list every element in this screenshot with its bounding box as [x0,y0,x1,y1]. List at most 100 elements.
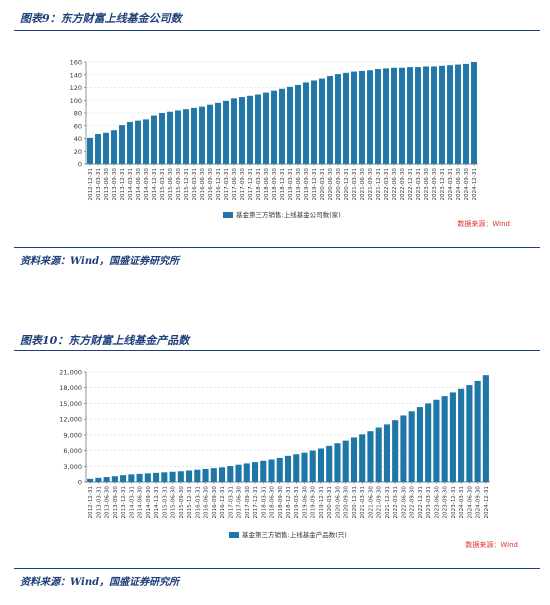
bar [127,121,133,164]
x-tick-label: 2024-12-31 [472,168,478,201]
y-tick-label: 12,000 [59,416,82,424]
x-tick-label: 2013-12-31 [120,168,126,201]
y-tick-label: 60 [74,122,82,130]
bar [143,119,149,164]
bar [199,106,205,164]
bar [471,62,477,164]
x-tick-label: 2024-06-30 [456,168,462,201]
bar [284,455,292,482]
x-tick-label: 2022-03-31 [384,168,390,201]
x-tick-label: 2013-03-31 [96,168,102,201]
x-tick-label: 2017-03-31 [224,168,230,201]
x-tick-label: 2021-06-30 [368,486,374,519]
figure-9-source: 资料来源：Wind，国盛证券研究所 [20,256,180,267]
x-tick-label: 2017-12-31 [253,486,259,519]
bar [482,375,489,482]
x-tick-label: 2019-12-31 [312,168,318,201]
bar [103,477,110,482]
x-tick-label: 2021-12-31 [385,486,391,519]
x-tick-label: 2012-12-31 [88,486,94,519]
bar [119,125,125,164]
bar [87,137,93,164]
x-tick-label: 2020-06-30 [335,486,341,519]
bar [343,72,349,164]
x-tick-label: 2015-12-31 [184,168,190,201]
x-tick-label: 2023-09-30 [443,486,449,519]
x-tick-label: 2024-09-30 [464,168,470,201]
bar [423,66,429,164]
bar [342,440,349,482]
x-tick-label: 2014-03-31 [129,486,135,519]
x-tick-label: 2015-03-31 [160,168,166,201]
bar [191,107,197,164]
x-tick-label: 2020-09-30 [336,168,342,201]
bar [425,403,432,482]
bar [375,427,382,482]
bar [367,70,373,164]
x-tick-label: 2022-06-30 [401,486,407,519]
bar [455,64,461,164]
x-tick-label: 2017-12-31 [248,168,254,201]
bar [458,388,465,482]
x-tick-label: 2015-09-30 [176,168,182,201]
x-tick-label: 2020-06-30 [328,168,334,201]
x-tick-label: 2015-06-30 [171,486,177,519]
x-tick-label: 2017-09-30 [240,168,246,201]
y-tick-label: 80 [74,110,82,118]
bar [474,380,481,482]
bar [95,134,101,164]
bar [359,434,366,482]
figure-9-top-rule [14,30,540,31]
x-tick-label: 2019-09-30 [304,168,310,201]
bar [194,469,201,482]
bar [439,65,445,164]
bar [263,92,269,164]
bar [136,473,143,482]
x-tick-label: 2023-09-30 [432,168,438,201]
bar [279,88,285,164]
y-tick-label: 9,000 [63,431,82,439]
bar [255,94,261,164]
x-tick-label: 2013-06-30 [104,168,110,201]
bar [311,80,317,164]
x-tick-label: 2016-06-30 [204,486,210,519]
bar [317,448,325,482]
x-tick-label: 2016-09-30 [208,168,214,201]
chart-fund-products: 0 3,000 6,000 9,000 12,000 15,000 18,000 21,000… [59,369,518,550]
bar [309,450,316,482]
x-tick-label: 2023-06-30 [434,486,440,519]
bar [351,71,357,164]
x-tick-label: 2013-12-31 [121,486,127,519]
x-tick-label: 2018-12-31 [280,168,286,201]
x-tick-label: 2022-12-31 [418,486,424,519]
x-tick-label: 2019-03-31 [288,168,294,201]
bar [135,120,141,164]
x-tick-label: 2023-06-30 [424,168,430,201]
x-tick-label: 2023-03-31 [416,168,422,201]
bar [218,467,226,482]
x-tick-label: 2014-09-30 [146,486,152,519]
x-tick-label: 2019-06-30 [302,486,308,519]
x-tick-label: 2020-12-31 [344,168,350,201]
x-tick-label: 2015-06-30 [168,168,174,201]
x-tick-label: 2014-12-31 [152,168,158,201]
bar [359,70,365,164]
x-tick-label: 2018-03-31 [256,168,262,201]
y-tick-label: 21,000 [59,369,82,377]
x-tick-label: 2018-06-30 [270,486,276,519]
y-tick-label: 140 [70,71,82,79]
x-tick-label: 2024-06-30 [467,486,473,519]
bar [400,415,407,482]
x-tick-label: 2024-03-31 [448,168,454,201]
bar [399,67,405,164]
x-tick-label: 2017-06-30 [232,168,238,201]
x-tick-label: 2021-09-30 [377,486,383,519]
chart-source-note: 数据来源：Wind [457,219,510,228]
legend-label: 基金第三方销售:上线基金公司数(家) [236,210,341,219]
bar [151,115,157,164]
x-tick-label: 2022-09-30 [410,486,416,519]
x-tick-label: 2022-09-30 [400,168,406,201]
bar [383,68,389,164]
x-tick-label: 2021-09-30 [368,168,374,201]
x-tick-label: 2016-12-31 [216,168,222,201]
